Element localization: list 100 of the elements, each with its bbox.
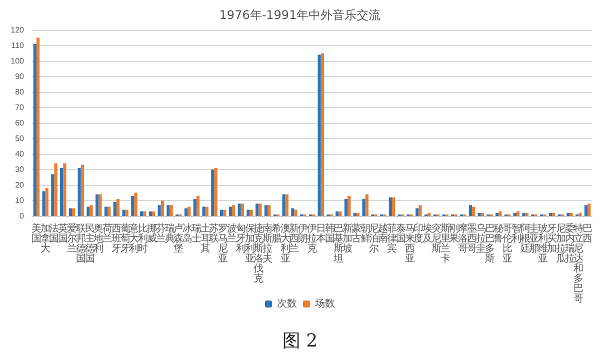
x-tick-label: 新加坡 [342, 222, 353, 254]
x-tick-label: 英国 [58, 222, 68, 244]
bar [122, 210, 126, 216]
x-tick-label: 蒙古 [351, 222, 362, 244]
x-tick-label: 美国 [31, 222, 42, 244]
y-tick-label: 110 [11, 41, 25, 50]
bar [113, 202, 116, 216]
bar [513, 212, 516, 216]
x-tick-label: 埃及 [422, 222, 433, 244]
bar [143, 211, 146, 216]
bar [338, 211, 342, 216]
y-tick-label: 60 [15, 118, 25, 128]
x-tick-label: 特立尼达和多巴哥 [574, 222, 584, 304]
caption: 图 2 [282, 330, 318, 352]
bar [51, 174, 54, 216]
x-tick-label: 斯里兰卡 [440, 222, 450, 264]
x-tick-label: 澳大利亚 [280, 222, 290, 264]
bar [478, 212, 481, 216]
bar [98, 194, 102, 216]
bar [285, 194, 288, 216]
bar [416, 208, 419, 216]
bar [205, 206, 208, 216]
x-tick-label: 泰国 [396, 224, 406, 244]
bar [42, 191, 46, 216]
x-tick-label: 秘鲁 [494, 224, 504, 244]
bar [131, 196, 134, 216]
x-tick-label: 乌拉圭 [476, 222, 486, 254]
x-tick-label: 菲律宾 [387, 222, 397, 254]
bar [78, 168, 81, 216]
bar [525, 212, 528, 216]
x-tick-label: 摩洛哥 [458, 222, 468, 254]
y-tick-label: 10 [15, 196, 25, 205]
bar [516, 211, 520, 216]
bar [45, 188, 48, 216]
bar [184, 208, 188, 216]
bar [220, 210, 224, 216]
y-tick-label: 30 [15, 165, 25, 174]
bar [264, 205, 268, 216]
legend-label: 场数 [314, 298, 335, 310]
bar [33, 44, 36, 216]
bar [211, 170, 214, 216]
bar [282, 194, 286, 216]
x-tick-label: 荷兰 [102, 222, 113, 244]
x-tick-label: 印度 [414, 222, 424, 244]
x-tick-label: 玻利维亚 [538, 222, 548, 264]
bar [256, 204, 259, 216]
bar [158, 205, 161, 216]
x-tick-label: 尼加拉瓜 [556, 224, 566, 264]
x-tick-label: 法国 [49, 222, 60, 244]
bar [353, 212, 356, 216]
x-tick-label: 保加利亚 [244, 224, 255, 264]
x-tick-label: 南斯拉夫 [262, 222, 273, 264]
y-tick-label: 0 [20, 212, 25, 220]
bar [468, 205, 472, 216]
bar [388, 197, 392, 216]
bar [258, 204, 262, 216]
x-tick-label: 芬兰 [156, 222, 166, 244]
bar [294, 210, 298, 216]
x-tick-label: 突尼斯 [431, 222, 442, 254]
bar [365, 194, 368, 216]
y-tick-label: 120 [10, 26, 25, 34]
x-tick-label: 日本 [316, 224, 326, 244]
x-tick-label: 爱尔兰 [67, 222, 77, 254]
bar [108, 206, 111, 216]
x-tick-label: 智利 [511, 222, 522, 244]
x-tick-label: 委内瑞拉 [564, 222, 575, 264]
bar [72, 208, 76, 216]
bar [588, 204, 591, 216]
bar [268, 205, 271, 216]
bar [54, 163, 58, 216]
bar [552, 212, 556, 216]
x-tick-label: 奥地利 [92, 222, 104, 254]
bar [36, 38, 40, 216]
bar [318, 54, 321, 216]
x-tick-label: 哥伦比亚 [502, 224, 513, 264]
x-tick-label: 瑞典 [164, 222, 175, 244]
bar [60, 168, 64, 216]
bar [193, 198, 196, 216]
x-tick-label: 加拿大 [40, 222, 50, 254]
bar [160, 200, 164, 216]
bar [348, 196, 351, 216]
bar [196, 196, 200, 216]
x-tick-label: 越南 [378, 222, 388, 244]
bar [566, 212, 570, 216]
y-tick-label: 70 [15, 103, 25, 112]
bar [232, 205, 236, 216]
y-tick-label: 80 [15, 88, 25, 96]
x-tick-label: 朝鲜 [360, 222, 370, 244]
x-tick-label: 墨西哥 [467, 224, 477, 254]
legend-label: 次数 [277, 298, 297, 310]
x-tick-label: 比利时 [138, 222, 148, 254]
x-tick-label: 圭亚那 [529, 222, 540, 254]
chart-title: 1976年-1991年中外音乐交流 [219, 8, 381, 22]
x-tick-label: 意大利 [128, 222, 140, 254]
bar [472, 206, 476, 216]
x-tick-label: 波兰 [227, 222, 237, 244]
x-tick-label: 匈牙利 [236, 222, 246, 254]
x-tick-label: 捷克斯洛伐克 [254, 222, 264, 284]
bar [250, 210, 253, 216]
bar [522, 212, 526, 216]
